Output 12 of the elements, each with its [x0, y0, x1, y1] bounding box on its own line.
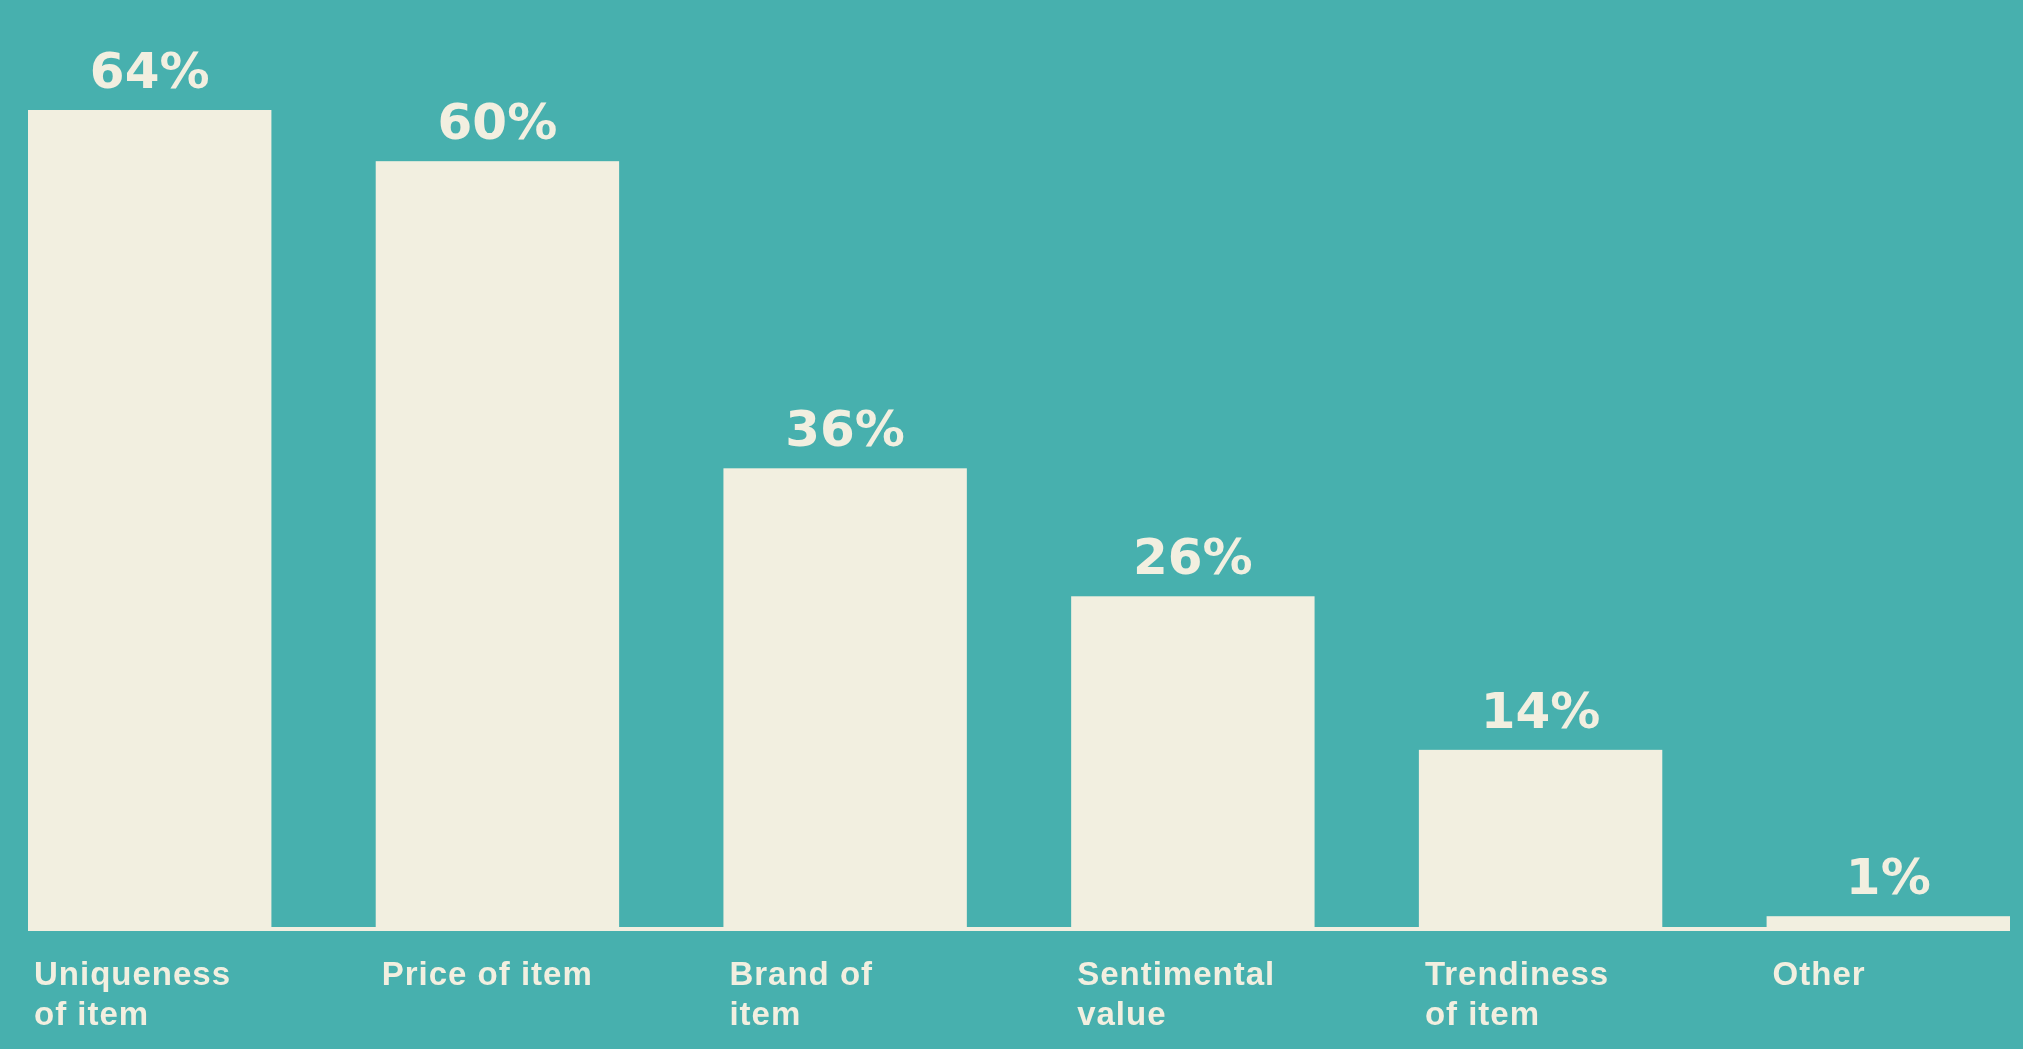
data-label: 26%	[1133, 528, 1253, 587]
data-label: 64%	[89, 42, 210, 100]
data-label: 36%	[785, 400, 905, 459]
x-tick-label: Brand of item	[729, 955, 874, 1032]
x-tick-label: Trendiness of item	[1424, 955, 1610, 1032]
x-tick-label: Sentimental value	[1077, 955, 1276, 1032]
x-tick-label: Other	[1772, 955, 1866, 992]
data-label: 14%	[1480, 681, 1601, 740]
x-tick-label: Price of item	[381, 955, 593, 992]
x-tick-label: Uniqueness of item	[34, 955, 232, 1032]
data-label: 1%	[1845, 848, 1931, 907]
data-label: 60%	[437, 93, 558, 152]
